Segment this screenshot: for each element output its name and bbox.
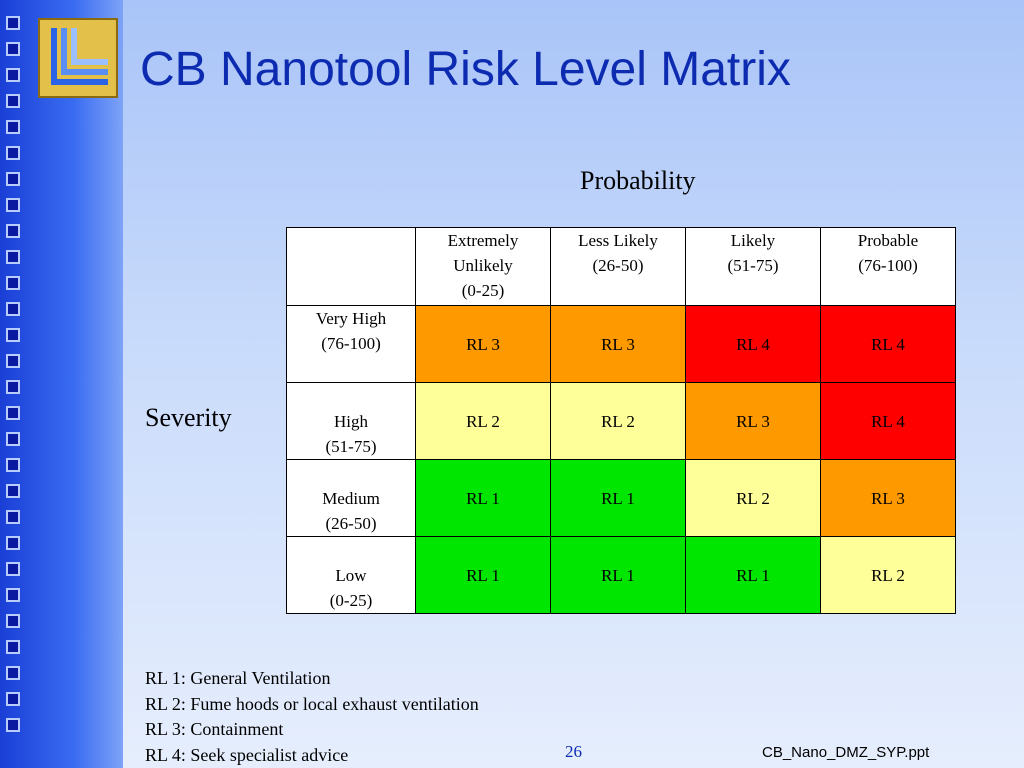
matrix-row: High (51-75) RL 2 RL 2 RL 3 RL 4: [286, 382, 956, 460]
legend-item: RL 4: Seek specialist advice: [145, 744, 349, 765]
column-header: Likely (51-75): [685, 227, 821, 306]
row-header-range: (51-75): [325, 437, 377, 456]
square-icon: [6, 614, 20, 628]
square-icon: [6, 562, 20, 576]
row-header-label: High: [334, 412, 368, 431]
square-icon: [6, 250, 20, 264]
square-icon: [6, 692, 20, 706]
risk-matrix-table: Extremely Unlikely (0-25) Less Likely (2…: [286, 227, 956, 614]
risk-cell: RL 1: [550, 459, 686, 537]
column-header-line: Likely: [730, 231, 776, 250]
page-number: 26: [565, 742, 582, 761]
row-header-label: Medium: [322, 489, 380, 508]
severity-axis-label: Severity: [145, 403, 232, 432]
square-icon: [6, 666, 20, 680]
square-icon: [6, 640, 20, 654]
risk-cell: RL 3: [685, 382, 821, 460]
square-icon: [6, 172, 20, 186]
square-icon: [6, 432, 20, 446]
matrix-row: Very High (76-100) RL 3 RL 3 RL 4 RL 4: [286, 305, 956, 383]
risk-cell: RL 4: [820, 305, 956, 383]
risk-cell: RL 2: [415, 382, 551, 460]
matrix-row: Medium (26-50) RL 1 RL 1 RL 2 RL 3: [286, 459, 956, 537]
square-icon: [6, 484, 20, 498]
row-header-label: Very High: [315, 309, 387, 328]
square-icon: [6, 94, 20, 108]
header-row: Extremely Unlikely (0-25) Less Likely (2…: [286, 227, 956, 306]
square-icon: [6, 406, 20, 420]
square-icon: [6, 536, 20, 550]
decorative-squares: [6, 16, 28, 744]
risk-cell: RL 2: [550, 382, 686, 460]
risk-cell: RL 1: [415, 459, 551, 537]
risk-cell: RL 4: [820, 382, 956, 460]
row-header-range: (76-100): [321, 334, 381, 353]
square-icon: [6, 380, 20, 394]
square-icon: [6, 224, 20, 238]
row-header: High (51-75): [286, 382, 416, 460]
legend-item: RL 1: General Ventilation: [145, 668, 331, 688]
column-header: Probable (76-100): [820, 227, 956, 306]
column-header-line: Extremely: [447, 231, 519, 250]
square-icon: [6, 16, 20, 30]
column-header-line: (51-75): [727, 256, 779, 275]
column-header-line: (0-25): [461, 281, 505, 300]
risk-level-legend: RL 1: General Ventilation RL 2: Fume hoo…: [145, 666, 479, 768]
risk-cell: RL 2: [820, 536, 956, 614]
square-icon: [6, 302, 20, 316]
square-icon: [6, 120, 20, 134]
square-icon: [6, 68, 20, 82]
square-icon: [6, 328, 20, 342]
square-icon: [6, 198, 20, 212]
column-header-line: (26-50): [592, 256, 644, 275]
square-icon: [6, 42, 20, 56]
square-icon: [6, 718, 20, 732]
risk-cell: RL 3: [415, 305, 551, 383]
square-icon: [6, 510, 20, 524]
square-icon: [6, 458, 20, 472]
row-header: Very High (76-100): [286, 305, 416, 383]
row-header-range: (0-25): [329, 591, 373, 610]
column-header: Less Likely (26-50): [550, 227, 686, 306]
row-header: Medium (26-50): [286, 459, 416, 537]
column-header-line: Probable: [857, 231, 919, 250]
column-header-line: Unlikely: [453, 256, 513, 275]
square-icon: [6, 354, 20, 368]
square-icon: [6, 588, 20, 602]
square-icon: [6, 276, 20, 290]
corner-cell: [286, 227, 416, 306]
column-header: Extremely Unlikely (0-25): [415, 227, 551, 306]
row-header-range: (26-50): [325, 514, 377, 533]
column-header-line: (76-100): [858, 256, 918, 275]
footer-filename: CB_Nano_DMZ_SYP.ppt: [762, 744, 930, 761]
risk-cell: RL 3: [550, 305, 686, 383]
row-header-label: Low: [335, 566, 367, 585]
risk-cell: RL 4: [685, 305, 821, 383]
matrix-row: Low (0-25) RL 1 RL 1 RL 1 RL 2: [286, 536, 956, 614]
risk-cell: RL 1: [550, 536, 686, 614]
llnl-logo-icon: [38, 18, 118, 98]
probability-axis-label: Probability: [580, 166, 696, 195]
square-icon: [6, 146, 20, 160]
legend-item: RL 2: Fume hoods or local exhaust ventil…: [145, 693, 479, 714]
risk-cell: RL 1: [685, 536, 821, 614]
risk-cell: RL 2: [685, 459, 821, 537]
risk-cell: RL 3: [820, 459, 956, 537]
risk-cell: RL 1: [415, 536, 551, 614]
slide-sidebar: [0, 0, 123, 768]
legend-item: RL 3: Containment: [145, 719, 284, 739]
column-header-line: Less Likely: [578, 231, 658, 250]
slide-title: CB Nanotool Risk Level Matrix: [140, 43, 791, 96]
row-header: Low (0-25): [286, 536, 416, 614]
